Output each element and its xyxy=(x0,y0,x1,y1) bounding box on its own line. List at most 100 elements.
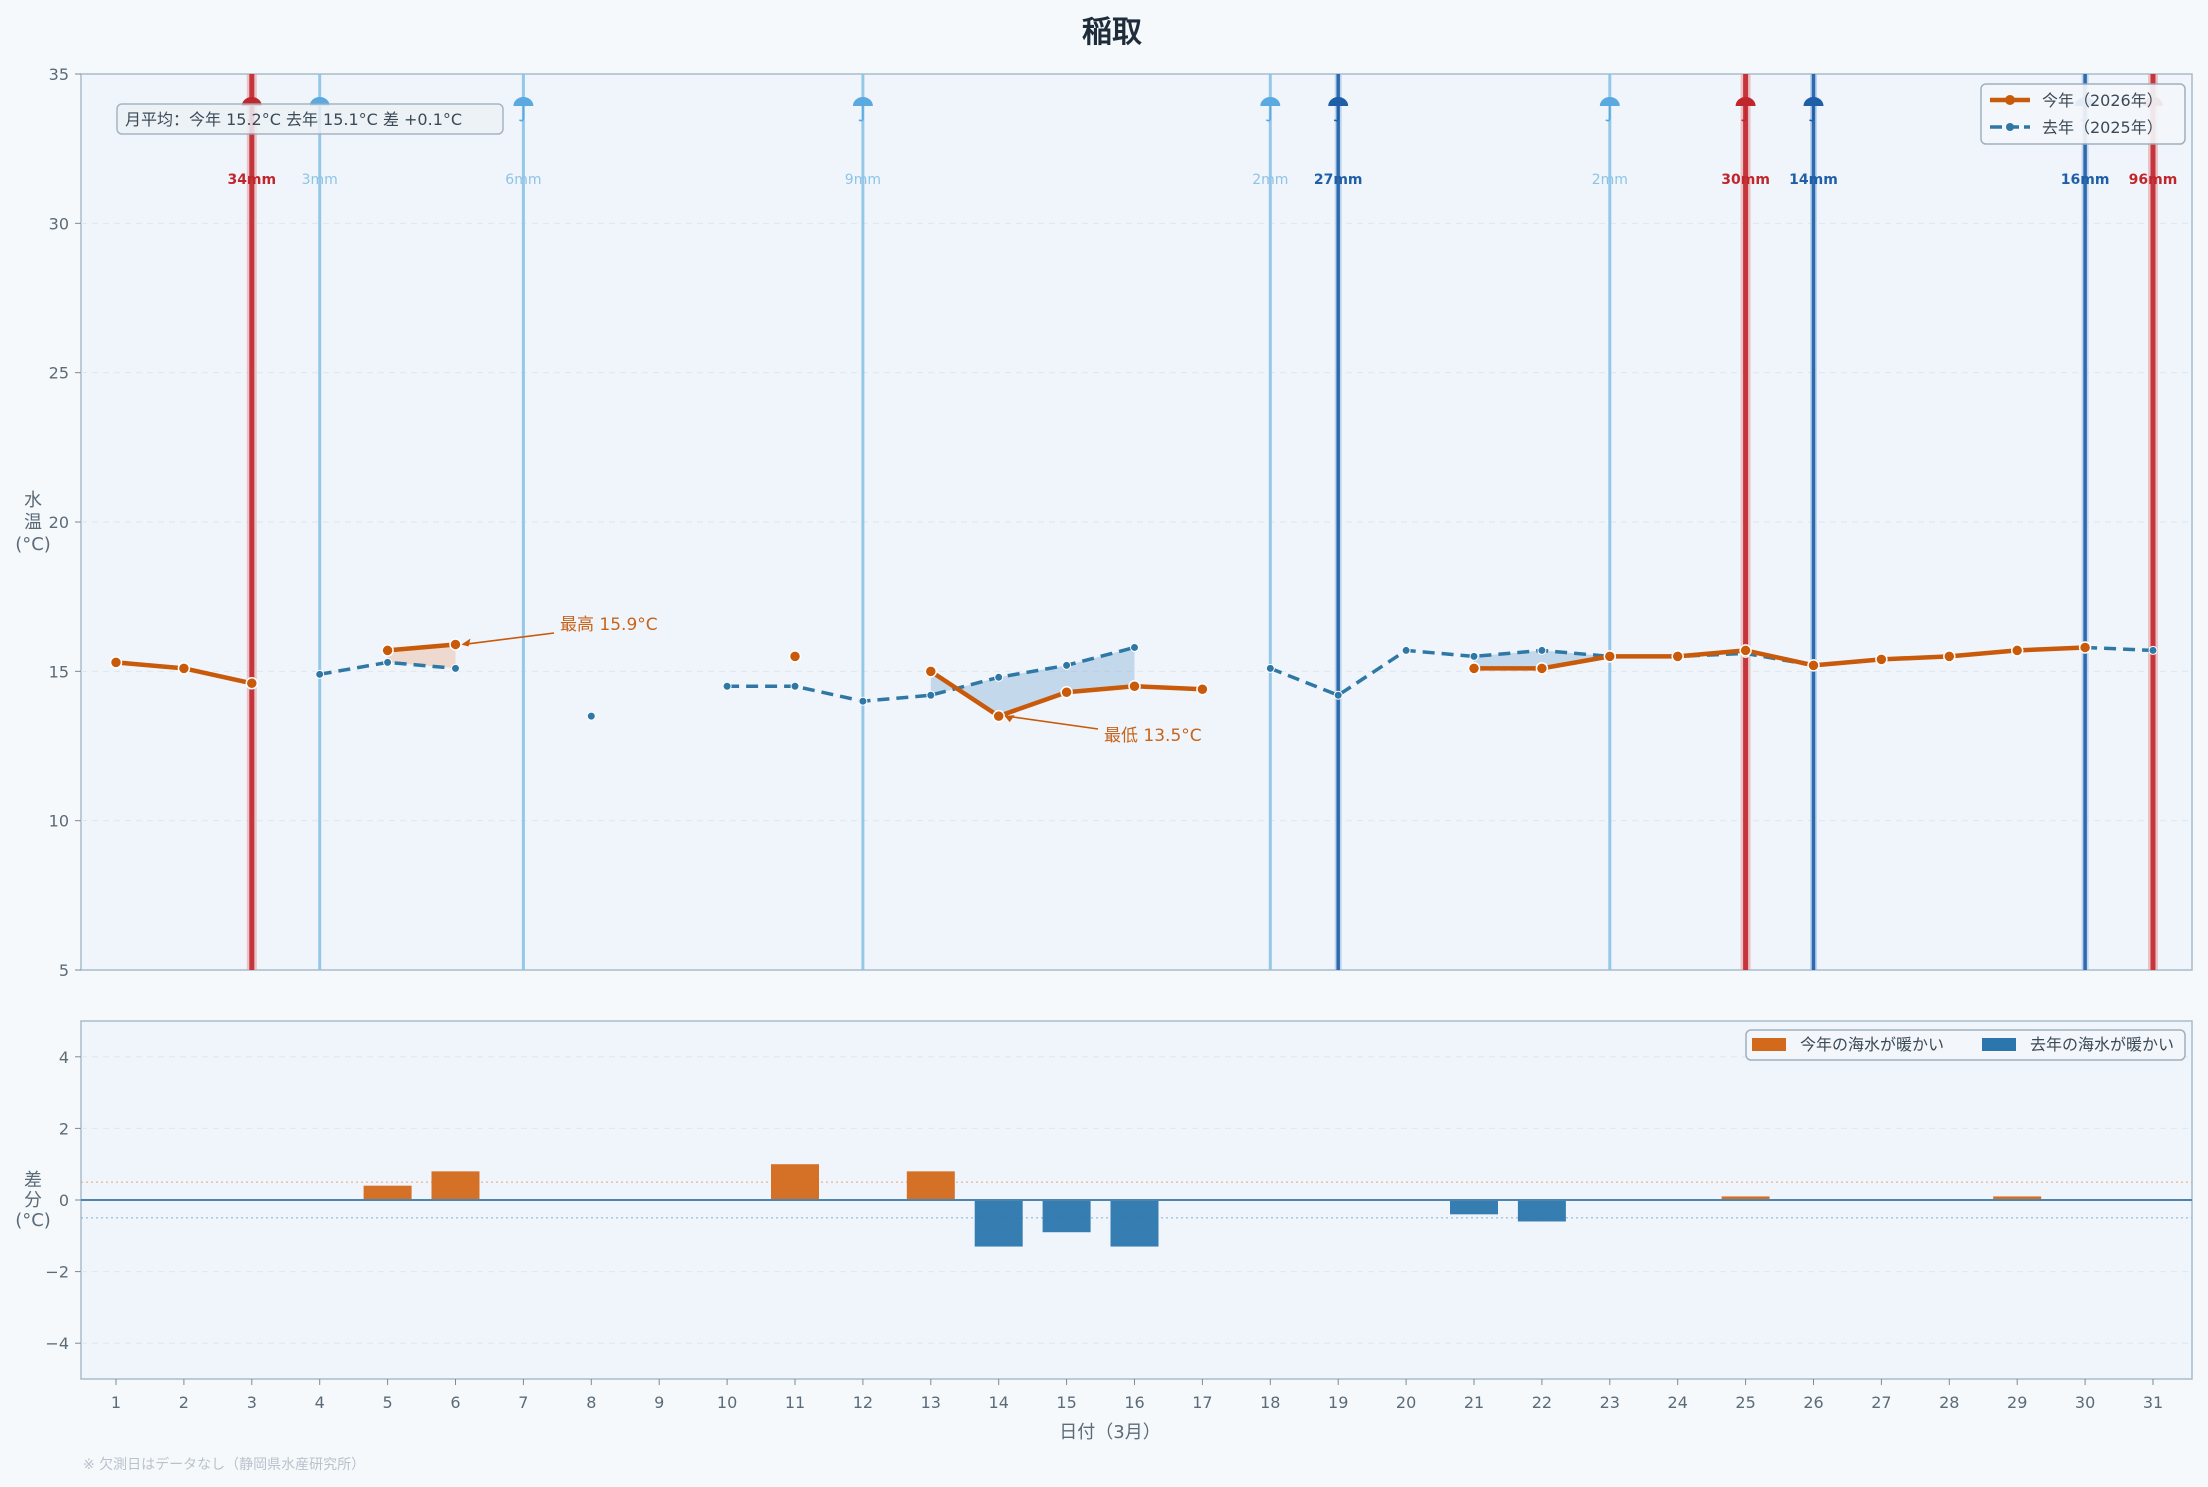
bottom-ytick-label: −4 xyxy=(45,1334,69,1353)
bottom-ylabel: 分 xyxy=(24,1190,42,1211)
point-last-year xyxy=(2148,645,2158,655)
xtick-label: 24 xyxy=(1668,1393,1688,1412)
point-last-year xyxy=(1469,651,1479,661)
point-this-year xyxy=(788,650,802,663)
point-last-year xyxy=(1062,660,1072,670)
diff-bar xyxy=(1042,1200,1091,1233)
diff-band xyxy=(1474,650,1542,669)
umbrella-handle xyxy=(519,106,525,122)
xtick-label: 7 xyxy=(518,1393,528,1412)
point-last-year xyxy=(1130,642,1139,652)
point-this-year xyxy=(992,709,1005,723)
legend-label: 今年（2026年） xyxy=(2042,91,2163,110)
annotation-min: 最低 13.5°C xyxy=(1104,726,1202,746)
diff-bar xyxy=(431,1171,480,1200)
umbrella-icon xyxy=(1260,97,1281,122)
rain-amount-label: 30mm xyxy=(1721,172,1770,188)
legend-label: 去年（2025年） xyxy=(2042,118,2163,137)
point-this-year xyxy=(1467,662,1481,675)
point-this-year xyxy=(1535,662,1549,675)
xtick-label: 20 xyxy=(1396,1393,1416,1412)
point-last-year xyxy=(926,690,936,700)
point-last-year xyxy=(383,657,393,667)
legend-label: 去年の海水が暖かい xyxy=(2030,1035,2174,1054)
top-ylabel: (°C) xyxy=(15,534,51,555)
point-last-year xyxy=(722,681,732,691)
xtick-label: 1 xyxy=(111,1393,121,1412)
umbrella-handle xyxy=(1741,106,1747,122)
umbrella-canopy xyxy=(852,97,873,106)
point-last-year xyxy=(858,696,868,706)
bottom-ytick-label: 0 xyxy=(59,1191,69,1210)
top-ytick-label: 10 xyxy=(49,812,69,831)
bottom-ytick-label: −2 xyxy=(45,1263,69,1282)
xtick-label: 29 xyxy=(2007,1393,2027,1412)
diff-bar xyxy=(363,1185,412,1200)
xtick-label: 30 xyxy=(2075,1393,2095,1412)
rain-amount-label: 14mm xyxy=(1789,172,1838,188)
point-last-year xyxy=(790,681,800,691)
umbrella-icon xyxy=(852,97,873,122)
point-last-year xyxy=(1537,645,1547,655)
summary-box xyxy=(116,103,504,135)
point-last-year xyxy=(994,672,1004,682)
point-this-year xyxy=(2078,641,2092,654)
umbrella-canopy xyxy=(513,97,534,106)
rain-amount-label: 96mm xyxy=(2129,172,2178,188)
annotation-arrow-min xyxy=(1006,715,1099,730)
top-ylabel: 水 xyxy=(24,490,42,511)
xtick-label: 14 xyxy=(989,1393,1009,1412)
annotation-arrow-max xyxy=(463,632,555,646)
top-ytick-label: 30 xyxy=(49,214,69,233)
xtick-label: 26 xyxy=(1803,1393,1823,1412)
legend-label: 今年の海水が暖かい xyxy=(1800,1035,1944,1054)
xtick-label: 21 xyxy=(1464,1393,1484,1412)
diff-band xyxy=(1066,647,1135,693)
series-line-this-year xyxy=(1474,645,2086,671)
umbrella-icon xyxy=(1328,97,1349,122)
point-this-year xyxy=(1875,653,1888,666)
xtick-label: 19 xyxy=(1328,1393,1348,1412)
point-last-year xyxy=(315,669,325,679)
x-axis-label: 日付（3月） xyxy=(1059,1422,1160,1443)
umbrella-canopy xyxy=(1735,97,1756,106)
xtick-label: 31 xyxy=(2143,1393,2163,1412)
xtick-label: 5 xyxy=(383,1393,393,1412)
point-this-year xyxy=(2010,644,2024,657)
xtick-label: 6 xyxy=(450,1393,460,1412)
diff-bar xyxy=(1721,1196,1770,1200)
xtick-label: 9 xyxy=(654,1393,664,1412)
xtick-label: 10 xyxy=(717,1393,737,1412)
umbrella-canopy xyxy=(1599,97,1620,106)
diff-bar xyxy=(1110,1200,1159,1247)
footnote: ※ 欠測日はデータなし（静岡県水産研究所） xyxy=(83,1456,365,1473)
diff-bar xyxy=(771,1164,819,1200)
xtick-label: 2 xyxy=(179,1393,189,1412)
legend-bar-swatch xyxy=(1982,1038,2016,1051)
umbrella-handle xyxy=(1333,106,1339,122)
point-this-year xyxy=(1060,685,1073,699)
point-this-year xyxy=(924,665,938,678)
point-this-year xyxy=(1671,650,1684,663)
xtick-label: 13 xyxy=(921,1393,941,1412)
diff-bar xyxy=(1993,1196,2042,1200)
umbrella-canopy xyxy=(1260,97,1281,106)
umbrella-canopy xyxy=(1803,97,1824,106)
diff-bar xyxy=(1517,1200,1566,1222)
bottom-ytick-label: 2 xyxy=(59,1119,69,1138)
top-ytick-label: 35 xyxy=(49,65,69,84)
rain-amount-label: 34mm xyxy=(227,172,276,188)
point-this-year xyxy=(177,662,191,675)
xtick-label: 18 xyxy=(1260,1393,1280,1412)
bottom-ylabel: (°C) xyxy=(15,1210,51,1231)
annotation-arrowhead-min xyxy=(1004,715,1015,723)
diff-bar xyxy=(1450,1200,1498,1215)
legend-bar-swatch xyxy=(1752,1038,1786,1051)
umbrella-canopy xyxy=(1328,97,1349,106)
annotation-max: 最高 15.9°C xyxy=(560,615,658,635)
summary-text: 月平均：今年 15.2°C 去年 15.1°C 差 +0.1°C xyxy=(125,110,462,129)
xtick-label: 27 xyxy=(1871,1393,1891,1412)
umbrella-handle xyxy=(1809,106,1815,122)
